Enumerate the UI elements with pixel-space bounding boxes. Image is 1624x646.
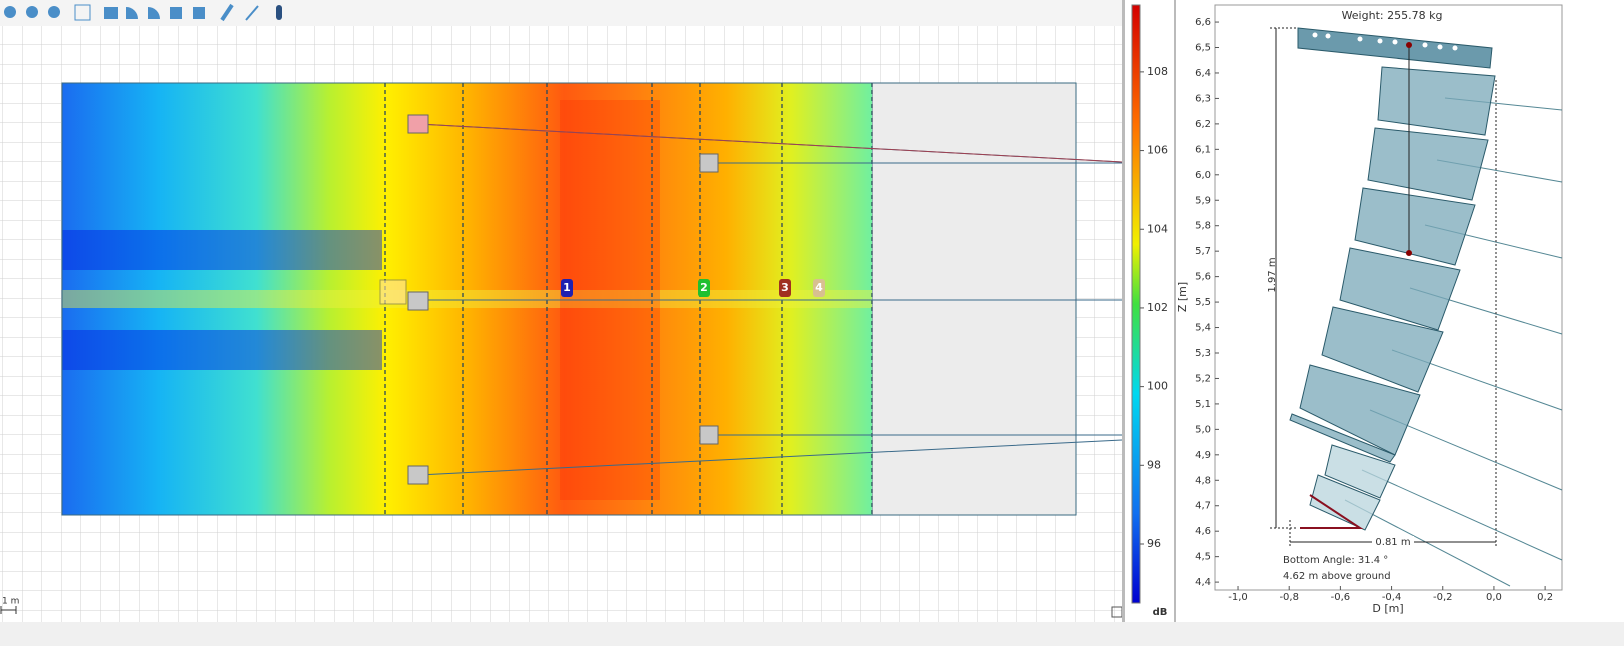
above-ground: 4.62 m above ground bbox=[1283, 571, 1391, 582]
y-tick-label: 4,9 bbox=[1195, 450, 1211, 461]
width-label: 0.81 m bbox=[1375, 537, 1410, 548]
array-view: Weight: 255.78 kg 1.97 m 0.81 m Bottom A… bbox=[1176, 4, 1563, 615]
colorbar-tick-label: 100 bbox=[1147, 380, 1168, 393]
y-tick-label: 4,8 bbox=[1195, 475, 1211, 486]
y-tick-label: 6,6 bbox=[1195, 17, 1211, 28]
markers[interactable]: 1 2 3 4 bbox=[561, 279, 825, 297]
colorbar-tick-label: 106 bbox=[1147, 144, 1168, 157]
x-tick-label: -1,0 bbox=[1228, 592, 1248, 603]
x-tick-label: -0,6 bbox=[1331, 592, 1351, 603]
colorbar: dB 96 98 100 102 104 106 108 bbox=[1131, 4, 1168, 618]
y-tick-label: 6,4 bbox=[1195, 68, 1211, 79]
y-tick-label: 4,6 bbox=[1195, 526, 1211, 537]
y-tick-label: 6,5 bbox=[1195, 43, 1211, 54]
colorbar-tick-label: 104 bbox=[1147, 222, 1168, 235]
y-tick-label: 5,1 bbox=[1195, 399, 1211, 410]
y-tick-label: 5,2 bbox=[1195, 373, 1211, 384]
height-label: 1.97 m bbox=[1267, 257, 1278, 292]
marker-label: 3 bbox=[781, 281, 789, 294]
y-tick-label: 5,8 bbox=[1195, 221, 1211, 232]
weight-label: Weight: 255.78 kg bbox=[1342, 9, 1443, 22]
y-tick-label: 5,3 bbox=[1195, 348, 1211, 359]
plan-view: 1 2 3 4 1 m bbox=[0, 0, 1123, 622]
y-tick-label: 5,5 bbox=[1195, 297, 1211, 308]
x-tick-label: -0,4 bbox=[1382, 592, 1402, 603]
colorbar-tick-label: 102 bbox=[1147, 301, 1168, 314]
y-tick-label: 5,4 bbox=[1195, 323, 1211, 334]
x-tick-label: 0,2 bbox=[1537, 592, 1553, 603]
toolbar[interactable] bbox=[4, 3, 282, 22]
heatmap bbox=[62, 83, 872, 515]
x-tick-label: -0,8 bbox=[1279, 592, 1299, 603]
y-tick-label: 6,0 bbox=[1195, 170, 1211, 181]
y-tick-label: 5,9 bbox=[1195, 195, 1211, 206]
marker-label: 2 bbox=[700, 281, 708, 294]
y-tick-label: 6,1 bbox=[1195, 144, 1211, 155]
y-tick-label: 5,6 bbox=[1195, 272, 1211, 283]
marker-label: 4 bbox=[815, 281, 823, 294]
colorbar-tick-label: 108 bbox=[1147, 65, 1168, 78]
y-tick-label: 6,2 bbox=[1195, 119, 1211, 130]
scale-label: 1 m bbox=[2, 597, 19, 607]
colorbar-unit: dB bbox=[1153, 607, 1168, 618]
colorbar-tick-label: 96 bbox=[1147, 537, 1161, 550]
x-tick-label: -0,2 bbox=[1433, 592, 1453, 603]
bottom-angle: Bottom Angle: 31.4 ° bbox=[1283, 555, 1388, 566]
x-tick-label: 0,0 bbox=[1486, 592, 1502, 603]
y-tick-label: 4,5 bbox=[1195, 552, 1211, 563]
y-tick-label: 6,3 bbox=[1195, 93, 1211, 104]
marker-label: 1 bbox=[563, 281, 571, 294]
y-tick-label: 5,7 bbox=[1195, 246, 1211, 257]
y-tick-label: 5,0 bbox=[1195, 424, 1211, 435]
y-axis-label: Z [m] bbox=[1176, 282, 1189, 312]
colorbar-tick-label: 98 bbox=[1147, 458, 1161, 471]
y-tick-label: 4,4 bbox=[1195, 577, 1211, 588]
x-axis-label: D [m] bbox=[1372, 602, 1403, 615]
y-tick-label: 4,7 bbox=[1195, 501, 1211, 512]
